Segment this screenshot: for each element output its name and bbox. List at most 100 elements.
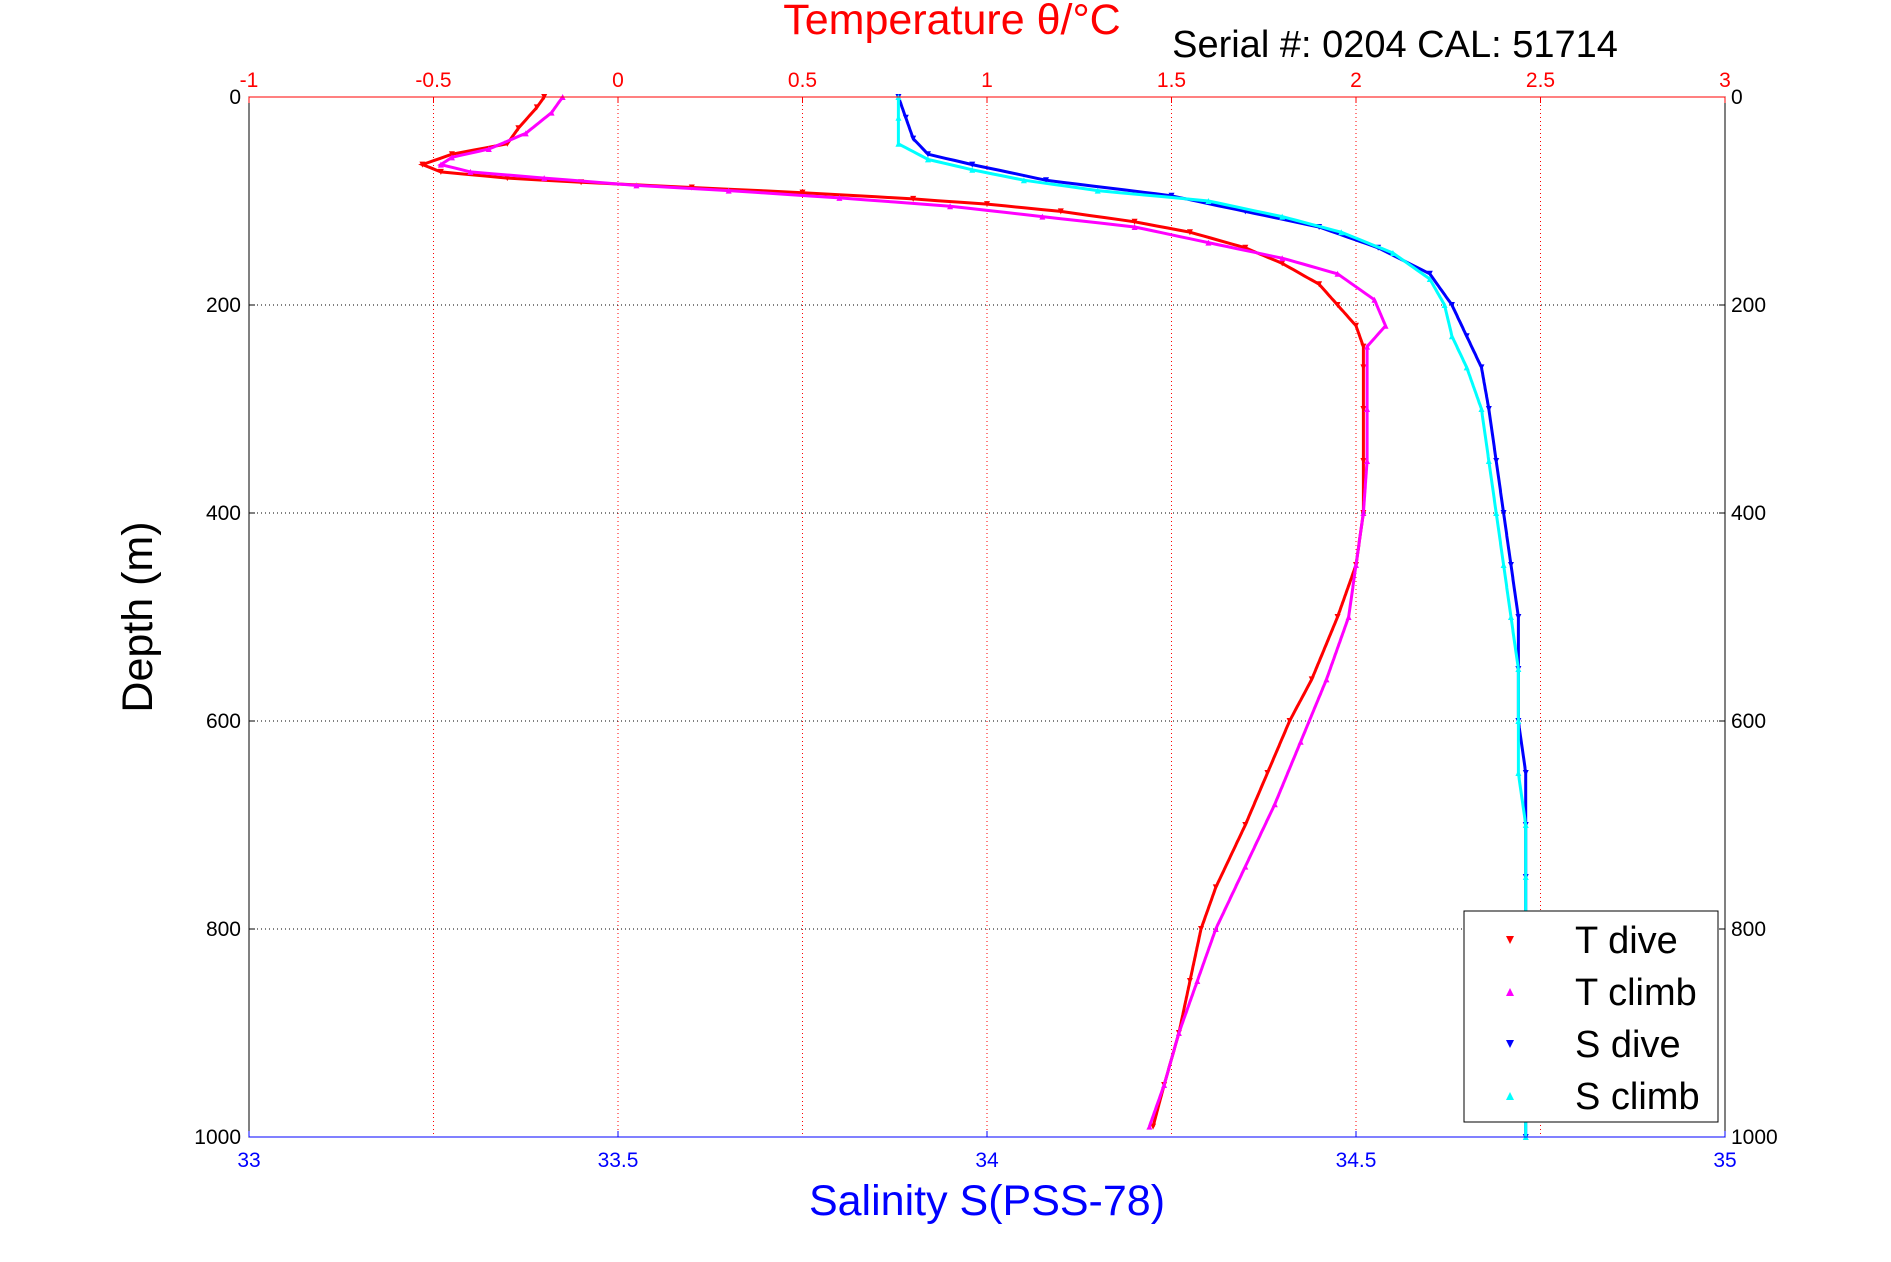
data-point	[1364, 406, 1371, 412]
data-point	[1279, 213, 1286, 220]
data-point	[1286, 718, 1293, 724]
data-point	[1242, 863, 1249, 870]
bottom-axis-tick-label: 35	[1713, 1149, 1736, 1172]
data-point	[1242, 822, 1249, 828]
data-point	[1264, 770, 1271, 776]
data-point	[1334, 302, 1341, 308]
data-point	[1515, 718, 1522, 724]
top-axis-tick-label: -0.5	[415, 69, 451, 92]
top-axis-tick-label: 1.5	[1157, 69, 1186, 92]
bottom-axis-tick-label: 33.5	[598, 1149, 639, 1172]
data-point	[1522, 770, 1529, 776]
left-axis-tick-label: 1000	[194, 1126, 241, 1149]
data-point	[1353, 322, 1359, 329]
temperature-axis-title: Temperature θ/°C	[783, 0, 1120, 44]
top-axis-tick-label: 3	[1719, 69, 1731, 92]
data-point	[1426, 270, 1433, 277]
data-point	[1522, 822, 1529, 828]
right-axis-tick-label: 400	[1731, 502, 1766, 525]
data-point	[1279, 255, 1286, 262]
legend-box	[1463, 910, 1719, 1123]
left-axis-tick-label: 400	[206, 502, 241, 525]
data-point	[1345, 614, 1352, 620]
data-point	[1478, 406, 1485, 412]
legend-entry: T climb	[1506, 972, 1697, 1014]
data-point	[1500, 562, 1507, 568]
data-point	[1168, 192, 1175, 199]
top-axis-tick-label: 1	[981, 69, 993, 92]
data-point	[522, 130, 529, 137]
data-point	[437, 161, 444, 168]
data-point	[1448, 333, 1455, 340]
serial-label: Serial #: 0204 CAL: 51714	[1172, 24, 1618, 66]
top-axis-tick-label: 2.5	[1526, 69, 1555, 92]
data-point	[1426, 276, 1433, 282]
data-point	[924, 151, 931, 158]
data-point	[984, 201, 990, 208]
legend-label: S dive	[1575, 1024, 1681, 1066]
series-t-climb	[437, 94, 1389, 1130]
legend-marker	[1506, 988, 1514, 996]
data-point	[1334, 614, 1341, 620]
data-point	[485, 146, 492, 152]
data-point	[1353, 562, 1359, 568]
bottom-axis-tick-label: 34	[975, 1149, 999, 1172]
data-point	[902, 114, 909, 121]
data-point	[437, 168, 444, 175]
data-point	[1441, 302, 1448, 308]
data-point	[725, 187, 732, 194]
data-point	[1175, 1030, 1182, 1036]
data-point	[1478, 364, 1485, 371]
left-axis-tick-label: 0	[229, 86, 241, 109]
grid-lines	[249, 97, 1725, 1137]
data-point	[1146, 1123, 1153, 1130]
data-point	[1360, 458, 1367, 464]
data-point	[541, 175, 548, 182]
data-point	[448, 154, 455, 161]
data-point	[1493, 510, 1500, 516]
data-point	[1382, 322, 1389, 329]
data-point	[548, 109, 555, 116]
data-point	[1364, 458, 1371, 464]
data-point	[1515, 666, 1522, 672]
data-point	[533, 104, 540, 111]
legend-marker	[1506, 936, 1514, 944]
data-point	[1360, 406, 1367, 412]
data-point	[1360, 510, 1367, 516]
legend-entry: S climb	[1506, 1076, 1700, 1118]
data-point	[1131, 224, 1138, 230]
data-point	[947, 203, 954, 210]
data-point	[1515, 770, 1522, 776]
data-point	[1242, 244, 1249, 251]
data-point	[1323, 676, 1330, 683]
bottom-axis-tick-label: 33	[237, 1149, 260, 1172]
data-point	[448, 151, 455, 158]
data-point	[1043, 177, 1050, 184]
data-point	[1360, 343, 1367, 350]
legend-label: T climb	[1575, 972, 1697, 1014]
legend-marker	[1506, 1040, 1514, 1048]
data-point	[1212, 884, 1219, 891]
top-axis-tick-label: 0	[612, 69, 624, 92]
right-axis-tick-label: 200	[1731, 294, 1766, 317]
data-point	[1485, 406, 1492, 412]
data-point	[1205, 239, 1212, 246]
data-point	[1463, 333, 1470, 340]
legend-entry: T dive	[1506, 920, 1678, 962]
data-point	[633, 182, 640, 189]
data-point	[1500, 510, 1507, 516]
data-point	[1507, 562, 1514, 568]
data-point	[515, 125, 522, 132]
left-axis-tick-label: 600	[206, 710, 241, 733]
series-trace	[418, 96, 1365, 1127]
data-point	[467, 168, 474, 175]
data-point	[969, 161, 976, 168]
data-point	[1057, 208, 1064, 215]
left-axis-tick-label: 200	[206, 294, 241, 317]
data-point	[1364, 343, 1371, 350]
data-point	[1271, 801, 1278, 808]
right-axis-tick-label: 600	[1731, 710, 1766, 733]
data-point	[1150, 1123, 1157, 1130]
